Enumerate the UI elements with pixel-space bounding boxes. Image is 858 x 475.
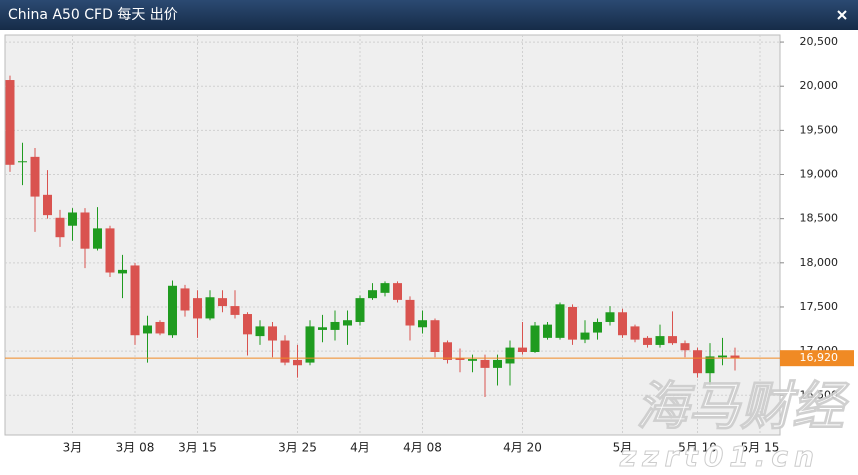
candle-body: [355, 298, 365, 322]
candle-body: [505, 347, 515, 364]
y-tick-label: 18,000: [800, 256, 839, 269]
x-tick-label: 4月: [350, 441, 370, 455]
candle-body: [518, 347, 527, 352]
y-tick-label: 19,000: [800, 168, 839, 181]
y-tick-label: 19,500: [800, 123, 839, 136]
y-tick-label: 18,500: [800, 212, 839, 225]
candle-body: [205, 297, 215, 319]
candle-body: [468, 359, 477, 361]
candle-body: [443, 342, 452, 360]
candle-body: [430, 320, 440, 352]
candle-body: [643, 337, 652, 345]
candle-body: [368, 290, 377, 299]
candle-body: [180, 288, 190, 311]
candle-body: [230, 306, 240, 315]
x-tick-label: 5月 10: [678, 441, 717, 455]
candle-body: [668, 336, 677, 344]
candle-body: [618, 312, 627, 336]
candle-body: [480, 359, 490, 368]
candle-body: [268, 326, 277, 341]
x-tick-label: 4月 20: [503, 441, 542, 455]
close-button[interactable]: [837, 10, 847, 20]
candle-body: [568, 306, 577, 340]
last-price-box: [780, 350, 854, 367]
candle-body: [130, 265, 140, 336]
title-bar: [0, 0, 858, 30]
x-tick-label: 3月: [63, 441, 83, 455]
x-tick-label: 3月 08: [116, 441, 155, 455]
y-tick-label: 16,500: [800, 388, 839, 401]
candle-body: [555, 304, 565, 338]
x-tick-label: 3月 15: [178, 441, 217, 455]
candle-body: [305, 326, 315, 363]
candle-body: [693, 350, 702, 374]
candle-body: [280, 340, 290, 363]
candle-body: [255, 326, 265, 337]
candle-body: [593, 321, 602, 333]
candle-body: [293, 359, 302, 366]
chart-title: China A50 CFD 每天 出价: [8, 7, 178, 23]
candle-body: [118, 269, 127, 274]
plot-area: [4, 34, 781, 436]
candle-body: [68, 212, 77, 226]
candle-body: [418, 320, 427, 328]
candle-body: [55, 217, 65, 238]
x-tick-label: 5月: [613, 441, 633, 455]
candle-body: [218, 298, 227, 307]
candle-body: [93, 228, 102, 249]
watermark-site: zzrt01.cn: [619, 440, 820, 473]
last-price-label: 16,920: [800, 351, 839, 364]
candle-body: [143, 325, 152, 334]
candle-body: [330, 321, 340, 330]
candle-body: [405, 299, 415, 326]
candle-body: [155, 321, 165, 334]
candle-body: [18, 161, 27, 163]
candle-body: [543, 324, 552, 338]
y-tick-label: 17,500: [800, 300, 839, 313]
candle-body: [580, 332, 590, 340]
candle-body: [493, 359, 502, 368]
watermark: 海马财经: [636, 377, 850, 437]
candle-body: [730, 355, 740, 359]
candle-body: [705, 356, 715, 374]
x-tick-label: 3月 25: [278, 441, 317, 455]
candle-body: [380, 283, 390, 293]
candle-body: [393, 283, 402, 300]
candle-body: [455, 358, 465, 360]
candle-body: [718, 355, 727, 358]
candle-body: [530, 325, 540, 352]
candle-body: [43, 194, 52, 216]
candle-body: [343, 320, 352, 326]
candle-body: [80, 212, 90, 249]
x-tick-label: 5月 15: [741, 441, 780, 455]
candle-body: [318, 327, 327, 330]
y-tick-label: 20,000: [800, 79, 839, 92]
candle-body: [105, 228, 115, 273]
candle-body: [30, 156, 40, 197]
candle-body: [243, 314, 252, 335]
candle-body: [5, 80, 15, 165]
candle-body: [630, 326, 640, 340]
candle-body: [680, 343, 690, 351]
candle-body: [168, 285, 177, 336]
candle-body: [655, 336, 665, 345]
y-tick-label: 20,500: [800, 35, 839, 48]
candle-body: [605, 312, 615, 322]
x-tick-label: 4月 08: [403, 441, 442, 455]
candle-body: [193, 298, 202, 319]
